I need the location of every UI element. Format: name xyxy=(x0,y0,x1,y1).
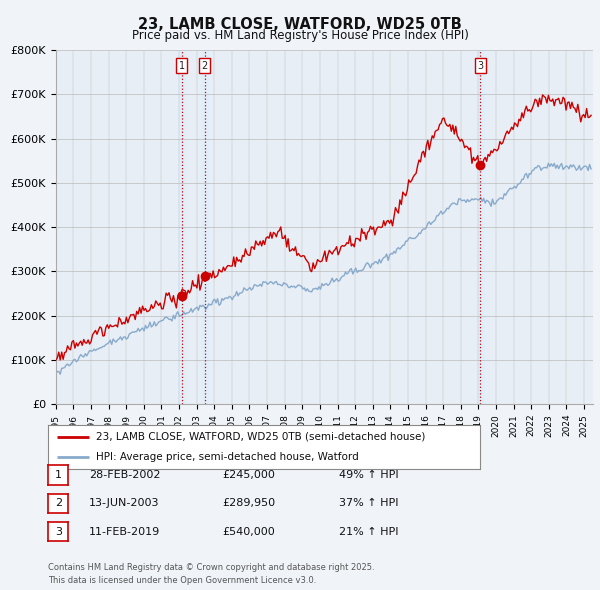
Text: 11-FEB-2019: 11-FEB-2019 xyxy=(89,527,160,536)
Text: £540,000: £540,000 xyxy=(222,527,275,536)
Text: 37% ↑ HPI: 37% ↑ HPI xyxy=(339,499,398,508)
Text: 21% ↑ HPI: 21% ↑ HPI xyxy=(339,527,398,536)
Text: £245,000: £245,000 xyxy=(222,470,275,480)
Bar xyxy=(477,50,484,404)
Text: HPI: Average price, semi-detached house, Watford: HPI: Average price, semi-detached house,… xyxy=(95,452,358,462)
Text: 23, LAMB CLOSE, WATFORD, WD25 0TB: 23, LAMB CLOSE, WATFORD, WD25 0TB xyxy=(138,17,462,31)
Text: 3: 3 xyxy=(55,527,62,536)
Text: 2: 2 xyxy=(202,61,208,71)
Text: Contains HM Land Registry data © Crown copyright and database right 2025.
This d: Contains HM Land Registry data © Crown c… xyxy=(48,563,374,585)
Text: 1: 1 xyxy=(55,470,62,480)
Text: 28-FEB-2002: 28-FEB-2002 xyxy=(89,470,160,480)
Text: 13-JUN-2003: 13-JUN-2003 xyxy=(89,499,160,508)
Bar xyxy=(201,50,208,404)
Text: 3: 3 xyxy=(478,61,484,71)
Text: £289,950: £289,950 xyxy=(222,499,275,508)
Text: 23, LAMB CLOSE, WATFORD, WD25 0TB (semi-detached house): 23, LAMB CLOSE, WATFORD, WD25 0TB (semi-… xyxy=(95,432,425,442)
Text: 49% ↑ HPI: 49% ↑ HPI xyxy=(339,470,398,480)
Text: Price paid vs. HM Land Registry's House Price Index (HPI): Price paid vs. HM Land Registry's House … xyxy=(131,29,469,42)
Bar xyxy=(178,50,185,404)
Text: 2: 2 xyxy=(55,499,62,508)
Text: 1: 1 xyxy=(179,61,185,71)
